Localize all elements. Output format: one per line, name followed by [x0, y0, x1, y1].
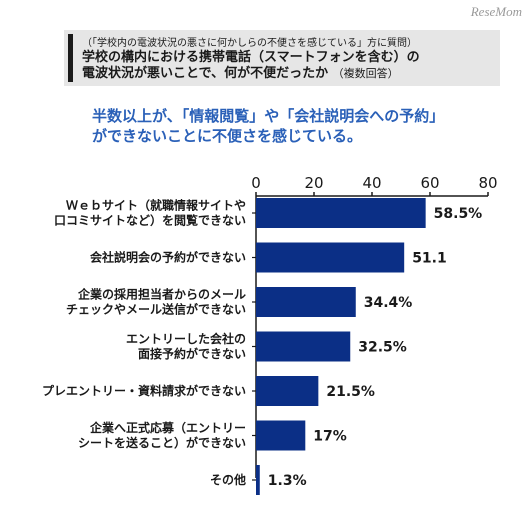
headline-line1: 半数以上が、「情報閲覧」や「会社説明会への予約」 [92, 107, 445, 125]
category-label: 企業へ正式応募（エントリー [89, 420, 246, 435]
category-label: 面接予約ができない [138, 346, 246, 361]
category-label: チェックやメール送信ができない [66, 302, 246, 317]
question-title: 学校の構内における携帯電話（スマートフォンを含む）の 電波状況が悪いことで、何が… [82, 50, 420, 82]
bar-value-label: 32.5% [358, 340, 407, 356]
bar [256, 198, 426, 228]
bar-value-label: 1.3% [268, 473, 307, 489]
bar-value-label: 34.4% [364, 295, 413, 311]
category-label: エントリーした会社の [126, 331, 246, 346]
category-label: プレエントリー・資料請求ができない [42, 383, 246, 398]
bar-value-label: 58.5% [434, 206, 483, 222]
bar [256, 331, 351, 362]
question-title-line2: 電波状況が悪いことで、何が不便だったか （複数回答） [82, 66, 420, 82]
bar-value-label: 51.1 [412, 251, 447, 267]
x-tick-label: 80 [478, 174, 497, 192]
category-label: 企業の採用担当者からのメール [77, 287, 246, 302]
chart-headline: 半数以上が、「情報閲覧」や「会社説明会への予約」 ができないことに不便さを感じて… [92, 106, 444, 146]
x-tick-label: 40 [362, 174, 381, 192]
bar [256, 287, 356, 317]
question-title-line2-text: 電波状況が悪いことで、何が不便だったか [82, 66, 329, 81]
category-label: その他 [210, 472, 246, 487]
bar [256, 420, 306, 451]
category-label: 会社説明会の予約ができない [90, 250, 246, 265]
category-label: 口コミサイトなど）を閲覧できない [54, 213, 246, 228]
headline-line2: ができないことに不便さを感じている。 [92, 127, 363, 145]
bar-value-label: 17% [313, 429, 347, 445]
question-title-line1: 学校の構内における携帯電話（スマートフォンを含む）の [82, 50, 420, 65]
question-header [64, 30, 500, 86]
bar [256, 465, 260, 495]
question-note: （「学校内の電波状況の悪さに何かしらの不便さを感じている」方に質問） [82, 38, 417, 49]
x-tick-label: 0 [251, 174, 261, 192]
bar [256, 376, 319, 406]
x-tick-label: 60 [420, 174, 439, 192]
question-title-suffix: （複数回答） [332, 67, 399, 80]
bar-value-label: 21.5% [326, 384, 375, 400]
watermark-logo: ReseMom [470, 4, 522, 19]
x-tick-label: 20 [304, 174, 323, 192]
category-label: シートを送ること）ができない [78, 435, 246, 450]
bar [256, 242, 405, 273]
category-label: Ｗｅｂサイト（就職情報サイトや [66, 198, 246, 213]
header-accent-bar [68, 34, 73, 82]
